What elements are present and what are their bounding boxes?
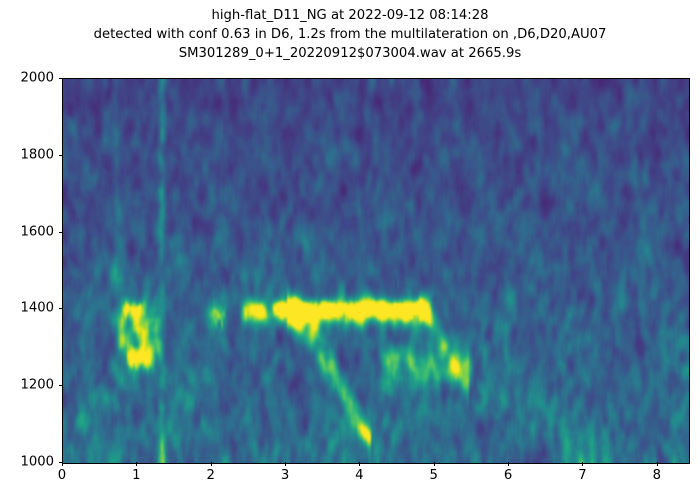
y-tick-mark <box>58 231 62 233</box>
x-tick-mark <box>508 462 510 466</box>
x-tick-mark <box>433 462 435 466</box>
x-tick-label: 2 <box>206 468 215 483</box>
x-tick-label: 5 <box>429 468 438 483</box>
x-tick-label: 4 <box>355 468 364 483</box>
x-tick-mark <box>210 462 212 466</box>
x-tick-mark <box>136 462 138 466</box>
y-tick-mark <box>58 78 62 79</box>
y-tick-label: 1800 <box>20 147 54 163</box>
title-line-3: SM301289_0+1_20220912$073004.wav at 2665… <box>178 46 522 61</box>
x-tick-label: 3 <box>280 468 290 483</box>
x-tick-label: 1 <box>132 468 141 483</box>
x-tick-mark <box>285 462 287 466</box>
title-line-2: detected with conf 0.63 in D6, 1.2s from… <box>93 27 607 42</box>
y-tick-label: 1600 <box>20 224 54 240</box>
x-tick-label: 0 <box>57 468 67 483</box>
y-tick-mark <box>58 308 62 310</box>
x-tick-mark <box>359 462 361 466</box>
spectrogram-plot-area <box>62 78 690 464</box>
x-tick-mark <box>656 462 658 466</box>
title-line-1: high-flat_D11_NG at 2022-09-12 08:14:28 <box>211 8 489 23</box>
x-tick-mark <box>62 462 63 466</box>
figure-title: high-flat_D11_NG at 2022-09-12 08:14:28 … <box>0 6 700 63</box>
x-tick-mark <box>582 462 584 466</box>
spectrogram-image <box>63 79 689 463</box>
x-tick-label: 6 <box>503 468 513 483</box>
y-tick-mark <box>58 385 62 387</box>
x-tick-label: 8 <box>652 468 661 483</box>
y-tick-label: 1400 <box>20 300 54 316</box>
y-tick-label: 2000 <box>20 70 54 86</box>
y-tick-label: 1000 <box>20 454 54 470</box>
y-tick-label: 1200 <box>20 377 54 393</box>
y-tick-mark <box>58 154 62 156</box>
y-tick-mark <box>58 462 62 463</box>
x-tick-label: 7 <box>578 468 587 483</box>
